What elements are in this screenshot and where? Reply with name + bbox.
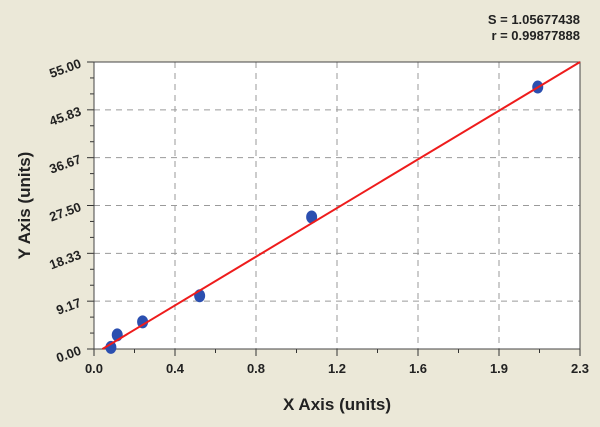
data-point: [137, 315, 149, 329]
y-tick-label: 55.00: [47, 56, 83, 81]
x-tick-label: 2.3: [571, 361, 589, 376]
r-annotation: r = 0.99877888: [491, 28, 580, 43]
y-axis-label: Y Axis (units): [15, 152, 34, 260]
x-tick-label: 0.8: [247, 361, 265, 376]
fit-line: [101, 61, 581, 350]
y-tick-label: 0.00: [54, 343, 83, 366]
data-point: [306, 210, 318, 224]
x-tick-label: 0.0: [85, 361, 103, 376]
x-tick-label: 1.2: [328, 361, 346, 376]
y-tick-label: 36.67: [47, 151, 83, 176]
x-tick-label: 1.6: [409, 361, 427, 376]
x-axis-label: X Axis (units): [283, 395, 391, 414]
y-tick-label: 9.17: [54, 295, 83, 318]
x-tick-label: 0.4: [166, 361, 185, 376]
data-point: [105, 340, 117, 354]
x-tick-label: 1.9: [490, 361, 508, 376]
plot-border: [93, 61, 581, 350]
y-tick-label: 18.33: [47, 247, 83, 272]
y-tick-label: 27.50: [47, 199, 83, 224]
y-tick-label: 45.83: [47, 104, 83, 129]
s-annotation: S = 1.05677438: [487, 12, 580, 27]
